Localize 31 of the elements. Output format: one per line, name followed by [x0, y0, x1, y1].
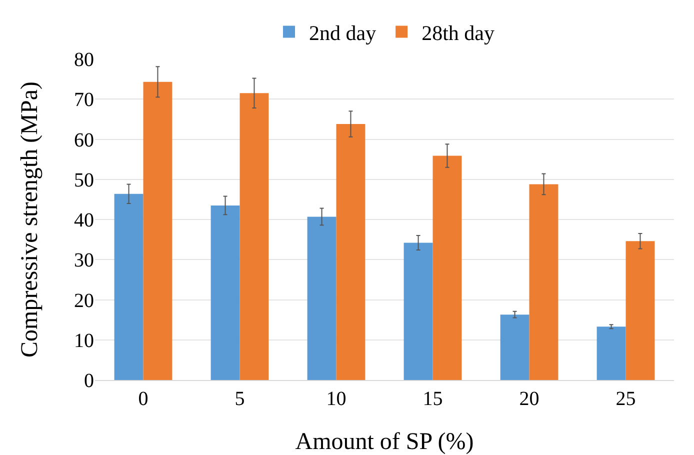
bar: [307, 216, 336, 380]
y-tick-label: 60: [74, 129, 94, 152]
x-axis-title: Amount of SP (%): [295, 429, 474, 455]
x-tick-label: 5: [234, 388, 245, 410]
y-tick-label: 70: [74, 89, 94, 112]
bar: [626, 241, 655, 380]
bar: [114, 194, 144, 380]
bar: [596, 326, 626, 380]
x-tick-label: 15: [422, 388, 443, 410]
bar: [500, 314, 530, 380]
y-tick-label: 50: [74, 169, 94, 192]
legend-label: 28th day: [422, 20, 495, 45]
x-tick-label: 0: [138, 388, 148, 410]
bar: [404, 242, 433, 380]
legend-label: 2nd day: [309, 20, 377, 45]
y-axis-title: Compressive strength (MPa): [17, 82, 43, 358]
y-tick-label: 10: [74, 330, 94, 352]
y-tick-label: 80: [74, 49, 94, 71]
bar: [240, 93, 269, 380]
x-tick-label: 20: [519, 388, 540, 410]
bar: [336, 124, 366, 380]
y-tick-label: 0: [84, 370, 94, 392]
bar: [529, 184, 558, 380]
bar: [210, 205, 240, 380]
y-tick-label: 20: [74, 290, 94, 312]
bar: [143, 82, 172, 380]
x-tick-label: 25: [616, 388, 636, 410]
x-tick-label: 10: [326, 388, 346, 410]
bar: [432, 156, 462, 380]
y-tick-label: 30: [74, 250, 94, 272]
y-tick-label: 40: [74, 210, 94, 232]
